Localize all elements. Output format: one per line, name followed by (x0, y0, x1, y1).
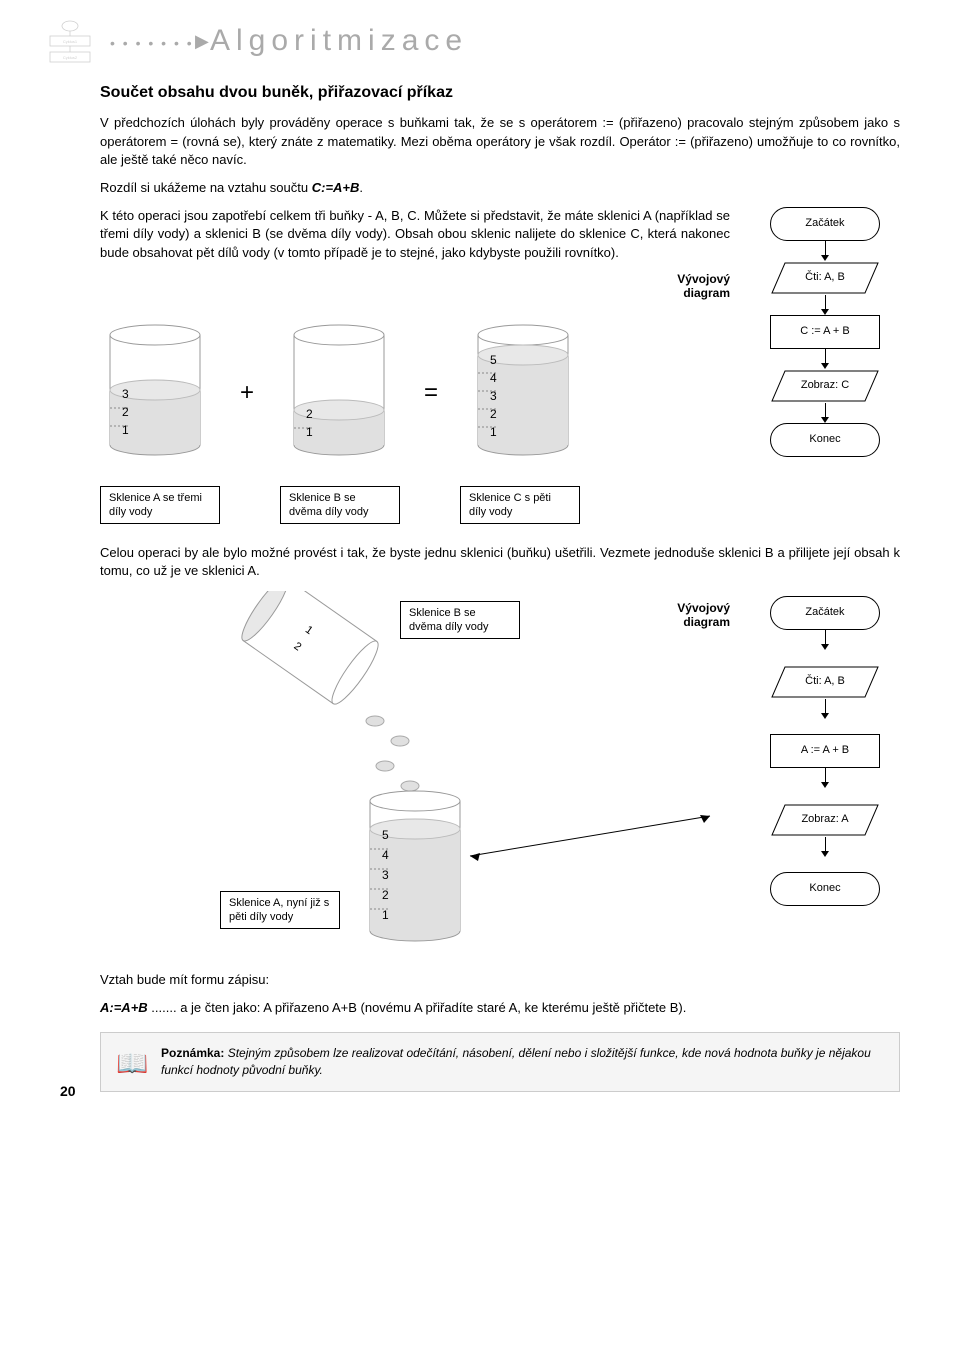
glass-diagram-1: 3 2 1 + 2 1 (100, 320, 730, 465)
glass-b: 2 1 (284, 320, 394, 460)
svg-text:1: 1 (382, 908, 389, 922)
paragraph-5: Vztah bude mít formu zápisu: (100, 971, 900, 989)
flow2-label: Vývojový diagram (677, 601, 730, 630)
caption-glass-a: Sklenice A se třemi díly vody (100, 486, 220, 525)
svg-text:Cyklus2: Cyklus2 (63, 55, 78, 60)
flow2-assign: A := A + B (770, 734, 880, 768)
header-decoration: Cyklus1 Cyklus2 (30, 20, 110, 80)
eq-op: = (424, 376, 438, 410)
svg-text:5: 5 (382, 828, 389, 842)
svg-text:1: 1 (303, 623, 315, 636)
header-arrow: ▶ (195, 29, 209, 54)
flow1-label: Vývojový diagram (677, 272, 730, 301)
flow2-end: Konec (770, 872, 880, 906)
svg-text:2: 2 (382, 888, 389, 902)
pouring-diagram: 1 2 (100, 591, 720, 951)
caption-glass-c: Sklenice C s pěti díly vody (460, 486, 580, 525)
flow2-show: Zobraz: A (770, 803, 880, 837)
flow2-read: Čti: A, B (770, 665, 880, 699)
caption-glass-b2: Sklenice B se dvěma díly vody (400, 601, 520, 640)
svg-text:Cyklus1: Cyklus1 (63, 39, 78, 44)
flow2-start: Začátek (770, 596, 880, 630)
intro-paragraph-3: K této operaci jsou zapotřebí celkem tři… (100, 207, 730, 262)
intro-paragraph-1: V předchozích úlohách byly prováděny ope… (100, 114, 900, 169)
glass-c: 5 4 3 2 1 (468, 320, 578, 460)
flowchart-2: Začátek Čti: A, B A := A + B Zobraz: A K… (750, 591, 900, 956)
svg-text:1: 1 (306, 425, 313, 439)
book-icon: 📖 (116, 1045, 148, 1081)
page-number: 20 (60, 1082, 76, 1102)
svg-text:2: 2 (122, 405, 129, 419)
svg-text:2: 2 (291, 640, 303, 653)
svg-text:4: 4 (382, 848, 389, 862)
caption-glass-a2: Sklenice A, nyní již s pěti díly vody (220, 891, 340, 930)
page-title: Algoritmizace (210, 20, 900, 62)
plus-op: + (240, 376, 254, 410)
svg-text:1: 1 (122, 423, 129, 437)
svg-text:3: 3 (490, 389, 497, 403)
intro-paragraph-2: Rozdíl si ukážeme na vztahu součtu C:=A+… (100, 179, 900, 197)
svg-text:4: 4 (490, 371, 497, 385)
paragraph-4: Celou operaci by ale bylo možné provést … (100, 544, 900, 580)
svg-text:3: 3 (122, 387, 129, 401)
formula-line: A:=A+B ....... a je čten jako: A přiřaze… (100, 999, 900, 1017)
glass-a: 3 2 1 (100, 320, 210, 460)
flow1-end: Konec (770, 423, 880, 457)
svg-text:3: 3 (382, 868, 389, 882)
section-title: Součet obsahu dvou buněk, přiřazovací př… (100, 82, 900, 104)
note-box: 📖 Poznámka: Stejným způsobem lze realizo… (100, 1032, 900, 1092)
svg-text:1: 1 (490, 425, 497, 439)
flow1-show: Zobraz: C (770, 369, 880, 403)
flow1-assign: C := A + B (770, 315, 880, 349)
svg-text:2: 2 (490, 407, 497, 421)
flow1-start: Začátek (770, 207, 880, 241)
header-dots: • • • • • • • • (110, 34, 206, 54)
svg-text:5: 5 (490, 353, 497, 367)
svg-text:2: 2 (306, 407, 313, 421)
caption-glass-b: Sklenice B se dvěma díly vody (280, 486, 400, 525)
flowchart-1: Začátek Čti: A, B C := A + B Zobraz: C K… (750, 207, 900, 544)
flow1-read: Čti: A, B (770, 261, 880, 295)
